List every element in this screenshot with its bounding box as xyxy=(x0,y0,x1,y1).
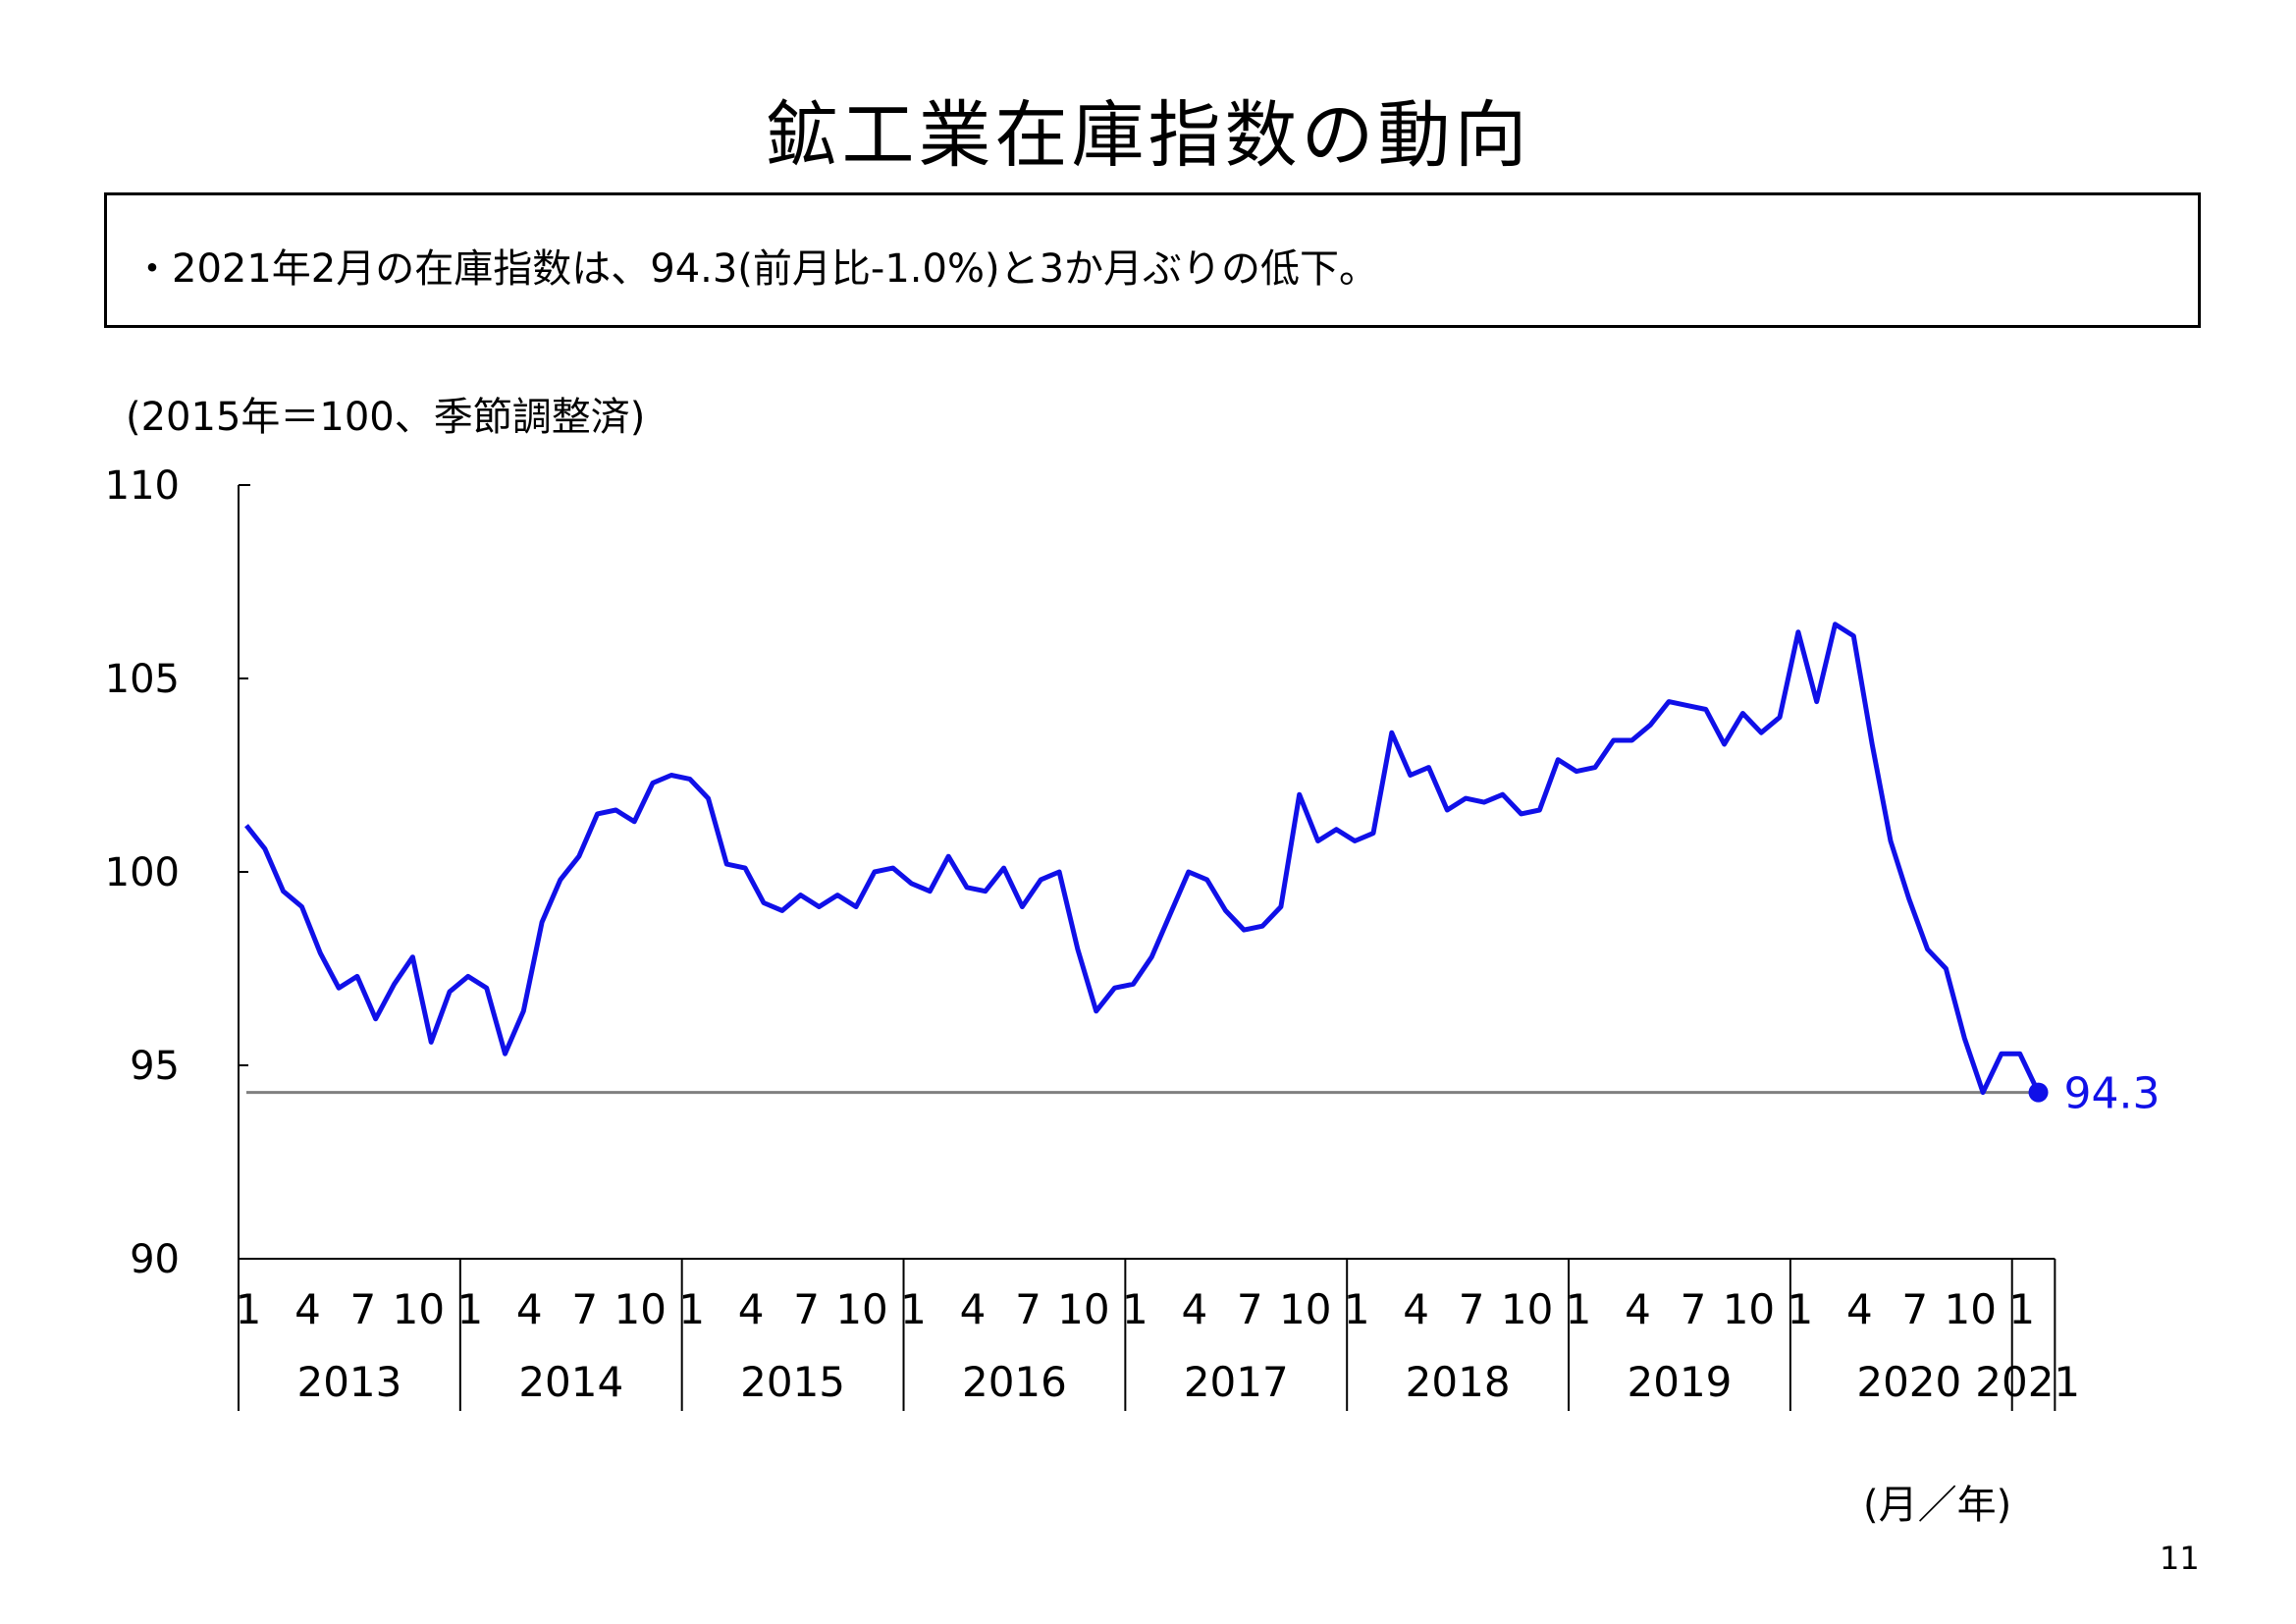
x-month-label: 7 xyxy=(1681,1285,1707,1333)
y-tick-label: 90 xyxy=(130,1237,180,1282)
x-month-label: 7 xyxy=(1015,1285,1041,1333)
x-month-label: 1 xyxy=(678,1285,705,1333)
summary-text: ・2021年2月の在庫指数は、94.3(前月比-1.0%)と3か月ぶりの低下。 xyxy=(133,246,1379,292)
x-month-label: 10 xyxy=(393,1285,445,1333)
x-month-label: 10 xyxy=(1945,1285,1997,1333)
x-month-label: 1 xyxy=(1566,1285,1592,1333)
x-year-label: 2017 xyxy=(1184,1358,1289,1406)
x-month-label: 7 xyxy=(350,1285,377,1333)
x-year-label: 2018 xyxy=(1406,1358,1511,1406)
x-month-label: 4 xyxy=(294,1285,321,1333)
x-month-label: 10 xyxy=(1501,1285,1553,1333)
x-month-label: 1 xyxy=(456,1285,483,1333)
end-value-label: 94.3 xyxy=(2064,1069,2161,1119)
x-year-label: 2014 xyxy=(518,1358,623,1406)
x-month-label: 4 xyxy=(960,1285,987,1333)
x-month-label: 7 xyxy=(1237,1285,1263,1333)
x-month-label: 4 xyxy=(516,1285,543,1333)
x-year-label: 2016 xyxy=(962,1358,1067,1406)
x-month-label: 1 xyxy=(1344,1285,1370,1333)
y-tick-label: 105 xyxy=(105,657,180,702)
x-year-label: 2020 xyxy=(1856,1358,1961,1406)
x-month-label: 4 xyxy=(1403,1285,1429,1333)
x-month-label: 10 xyxy=(1279,1285,1331,1333)
x-month-label: 4 xyxy=(1181,1285,1207,1333)
x-month-label: 1 xyxy=(1788,1285,1814,1333)
x-month-label: 10 xyxy=(614,1285,666,1333)
page-title: 鉱工業在庫指数の動向 xyxy=(765,93,1531,178)
x-axis-unit-note: (月／年) xyxy=(1863,1483,2012,1528)
x-month-label: 7 xyxy=(1901,1285,1928,1333)
x-month-label: 7 xyxy=(571,1285,598,1333)
chart-unit-note: (2015年＝100、季節調整済) xyxy=(126,395,646,440)
x-year-label: 2013 xyxy=(296,1358,401,1406)
x-month-label: 7 xyxy=(793,1285,820,1333)
x-month-label: 4 xyxy=(738,1285,765,1333)
x-month-label: 4 xyxy=(1625,1285,1651,1333)
x-month-label: 1 xyxy=(2008,1285,2035,1333)
x-month-label: 10 xyxy=(1057,1285,1109,1333)
x-month-label: 1 xyxy=(236,1285,262,1333)
y-tick-label: 110 xyxy=(105,463,180,509)
x-month-label: 7 xyxy=(1459,1285,1485,1333)
y-tick-label: 95 xyxy=(130,1044,180,1089)
end-point-marker xyxy=(2028,1082,2049,1103)
x-month-label: 10 xyxy=(835,1285,887,1333)
y-tick-label: 100 xyxy=(105,850,180,895)
summary-box: ・2021年2月の在庫指数は、94.3(前月比-1.0%)と3か月ぶりの低下。 xyxy=(104,192,2201,328)
x-year-label: 2021 xyxy=(1975,1358,2080,1406)
x-month-label: 1 xyxy=(900,1285,927,1333)
x-year-label: 2019 xyxy=(1628,1358,1733,1406)
x-month-label: 10 xyxy=(1723,1285,1775,1333)
page-number: 11 xyxy=(2160,1540,2200,1577)
x-year-label: 2015 xyxy=(740,1358,845,1406)
series-line xyxy=(244,622,2041,1096)
x-month-label: 4 xyxy=(1846,1285,1873,1333)
x-month-label: 1 xyxy=(1122,1285,1148,1333)
